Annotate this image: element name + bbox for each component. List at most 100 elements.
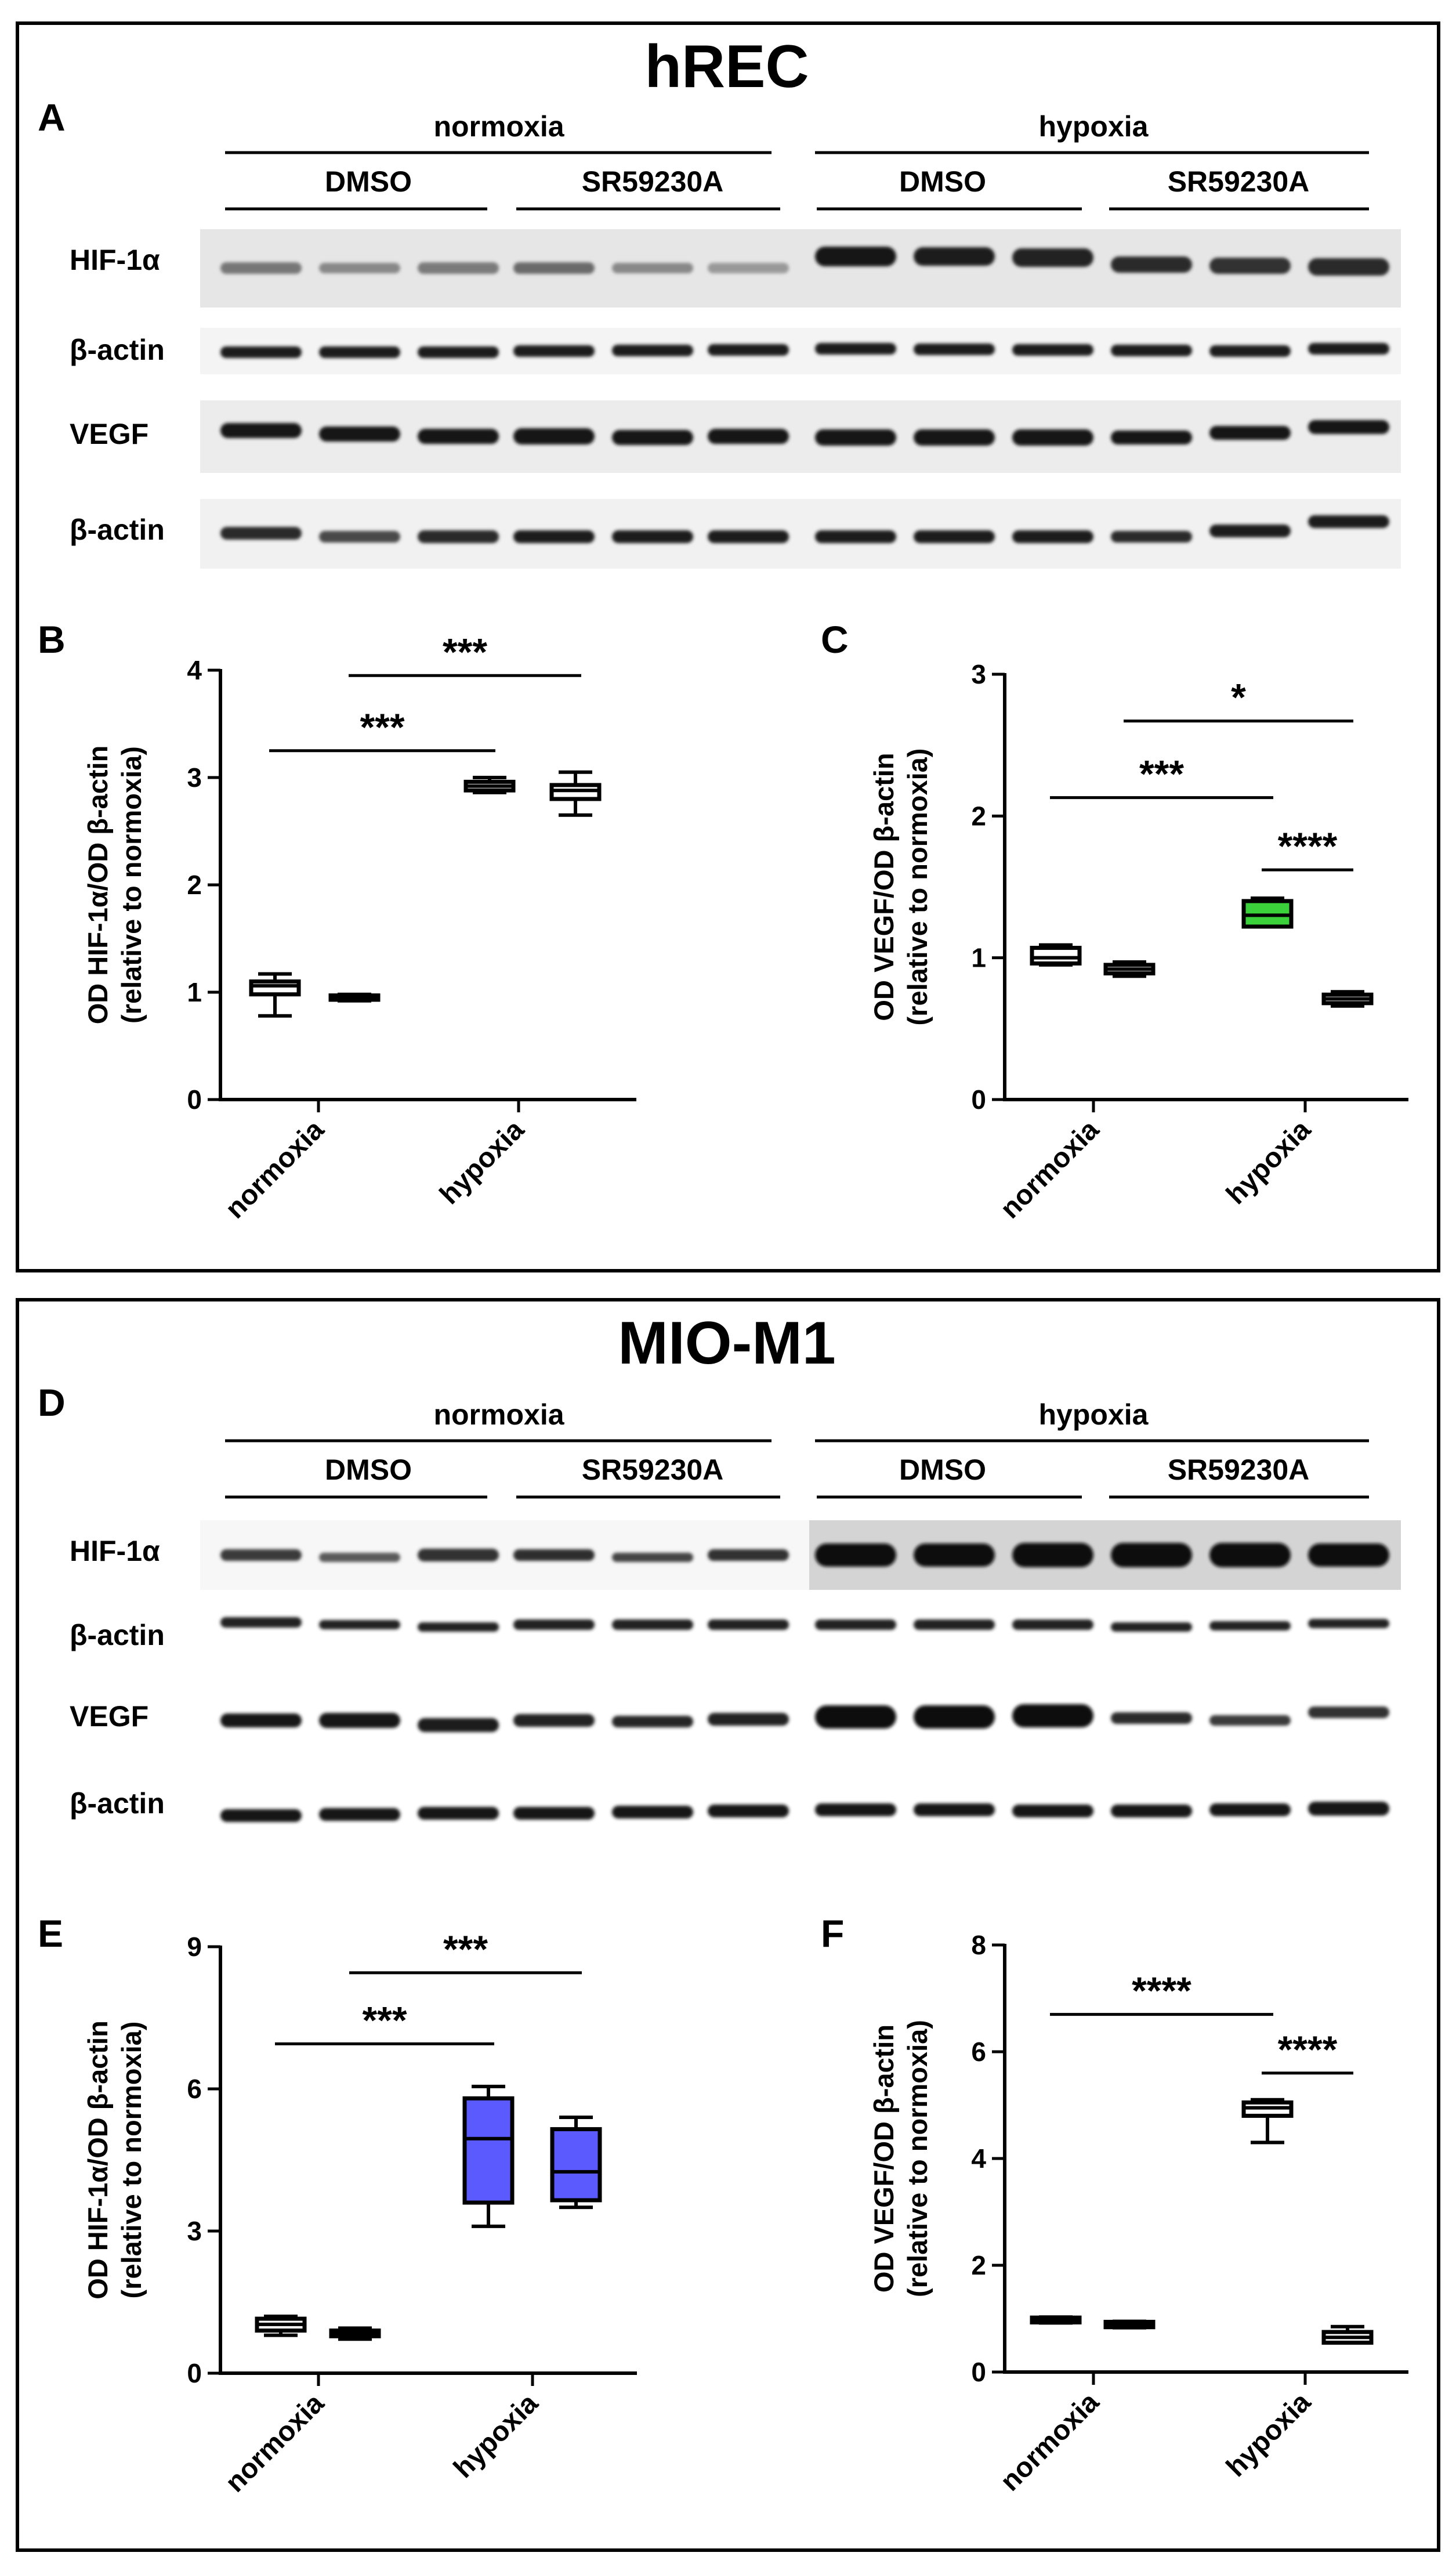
- panel-letter-e: E: [38, 1912, 63, 1955]
- hrec-hif-band-4: [513, 262, 595, 274]
- hrec-hif-band-2: [319, 263, 400, 273]
- mio-actin2-band-5: [612, 1806, 693, 1818]
- hrec-hif-band-5: [612, 263, 693, 273]
- treatment-label-dmso-hypoxia: DMSO: [899, 165, 986, 198]
- mio-actin2-band-3: [418, 1807, 499, 1820]
- mio-hif-band-7: [815, 1543, 896, 1567]
- hrec-actin1-band-11: [1209, 345, 1291, 357]
- y-tick-label-e-3: 9: [187, 1932, 202, 1962]
- blot-strip-vegf: [200, 400, 1401, 473]
- western-blot-mio: [200, 1520, 1401, 1822]
- mio-vegf-band-7: [815, 1705, 896, 1729]
- y-tick-label-c-1: 1: [971, 943, 986, 973]
- y-tick-label-b-2: 2: [187, 870, 202, 900]
- hrec-actin1-band-4: [513, 345, 595, 357]
- panel-letter-c: C: [821, 618, 849, 661]
- hrec-actin2-band-3: [418, 530, 499, 543]
- y-axis-label-e-1: OD HIF-1α/OD β-actin: [82, 2020, 113, 2300]
- panel-letter-b: B: [38, 618, 66, 661]
- treatment-label-dmso-normoxia: DMSO: [325, 165, 412, 198]
- mio-actin1-band-7: [815, 1619, 896, 1630]
- box-f-1: [1030, 2315, 1082, 2325]
- chart-b: 0 1 2 3 4 normoxia hypoxia OD HIF-1α/OD β-actin…: [82, 630, 636, 1225]
- box-b-2: [328, 992, 381, 1003]
- blot-label-actin-2-d: β-actin: [70, 1787, 165, 1820]
- mio-vegf-band-1: [220, 1713, 302, 1727]
- y-axis-label-c-2: (relative to normoxia): [902, 749, 933, 1026]
- mio-vegf-band-2: [319, 1713, 400, 1728]
- hrec-actin2-band-9: [1012, 530, 1093, 543]
- mio-hif-band-6: [708, 1549, 789, 1561]
- mio-vegf-band-6: [708, 1713, 789, 1726]
- condition-label-hypoxia-d: hypoxia: [1039, 1398, 1149, 1431]
- mio-actin1-band-8: [914, 1619, 995, 1630]
- blot-strip-hif: [200, 229, 1401, 308]
- y-tick-label-e-2: 6: [187, 2074, 202, 2104]
- y-tick-label-e-1: 3: [187, 2216, 202, 2246]
- hrec-hif-band-3: [418, 262, 499, 274]
- box-b-1: [249, 972, 301, 1018]
- mio-actin2-band-7: [815, 1803, 896, 1816]
- box-iqr: [1030, 946, 1082, 966]
- mio-actin2-band-9: [1012, 1805, 1093, 1817]
- mio-actin2-band-6: [708, 1805, 789, 1817]
- treatment-label-sr-normoxia: SR59230A: [582, 165, 724, 198]
- box-iqr: [249, 979, 301, 997]
- significance-label-b-1: ***: [360, 706, 404, 749]
- blot-label-vegf-d: VEGF: [70, 1700, 149, 1733]
- hrec-vegf-band-9: [1012, 429, 1093, 446]
- mio-hif-band-1: [220, 1549, 302, 1561]
- hrec-vegf-band-6: [708, 429, 789, 444]
- x-category-label-c-1: hypoxia: [1220, 1114, 1317, 1210]
- box-f-4: [1321, 2324, 1374, 2345]
- x-category-label-f-0: normoxia: [995, 2387, 1105, 2497]
- panel-letter-a: A: [38, 96, 66, 139]
- y-axis-label-c-1: OD VEGF/OD β-actin: [868, 753, 899, 1021]
- mio-hif-band-2: [319, 1553, 400, 1562]
- y-tick-label-e-0: 0: [187, 2358, 202, 2388]
- y-tick-label-c-0: 0: [971, 1084, 986, 1115]
- y-axis-label-f-2: (relative to normoxia): [902, 2020, 933, 2297]
- hrec-actin2-band-8: [914, 530, 995, 543]
- box-f-2: [1103, 2319, 1156, 2330]
- y-tick-label-f-4: 8: [971, 1930, 986, 1960]
- box-c-2: [1103, 960, 1156, 978]
- panel-letter-d: D: [38, 1381, 66, 1424]
- y-tick-label-b-3: 3: [187, 762, 202, 793]
- hrec-actin1-band-2: [319, 346, 400, 358]
- box-b-3: [463, 776, 516, 794]
- significance-label-f-2: ****: [1278, 2028, 1338, 2071]
- y-tick-label-f-0: 0: [971, 2357, 986, 2387]
- y-tick-label-b-4: 4: [187, 655, 202, 685]
- x-category-label-c-0: normoxia: [995, 1114, 1105, 1224]
- box-iqr: [550, 2127, 602, 2203]
- blot-label-actin-1-d: β-actin: [70, 1619, 165, 1651]
- hrec-actin1-band-3: [418, 346, 499, 358]
- hrec-actin2-band-4: [513, 530, 595, 543]
- mio-hif-band-11: [1209, 1543, 1291, 1567]
- mio-hif-band-3: [418, 1549, 499, 1561]
- blot-label-actin-2: β-actin: [70, 514, 165, 546]
- chart-e: 0 3 6 9 normoxia hypoxia OD HIF-1α/OD β-actin(…: [82, 1928, 637, 2499]
- hrec-actin2-band-6: [708, 530, 789, 543]
- box-e-3: [462, 2084, 515, 2228]
- hrec-actin2-band-7: [815, 530, 896, 543]
- x-category-label-b-0: normoxia: [220, 1114, 330, 1224]
- box-c-4: [1321, 990, 1374, 1008]
- condition-label-normoxia-d: normoxia: [433, 1398, 564, 1431]
- blot-label-hif-d: HIF-1α: [70, 1535, 160, 1567]
- significance-label-c-3: ****: [1278, 825, 1338, 867]
- y-tick-label-b-0: 0: [187, 1084, 202, 1115]
- panel-letter-f: F: [821, 1912, 844, 1955]
- y-axis-label-e-2: (relative to normoxia): [116, 2022, 147, 2299]
- significance-label-c-2: *: [1231, 676, 1246, 719]
- hrec-actin1-band-5: [612, 345, 693, 356]
- western-blot-hrec: [200, 229, 1401, 569]
- mio-actin2-band-4: [513, 1807, 595, 1820]
- mio-actin1-band-12: [1308, 1619, 1389, 1628]
- x-category-label-f-1: hypoxia: [1220, 2387, 1317, 2483]
- box-f-3: [1241, 2098, 1294, 2145]
- hrec-hif-band-1: [220, 262, 302, 274]
- mio-actin2-band-8: [914, 1803, 995, 1816]
